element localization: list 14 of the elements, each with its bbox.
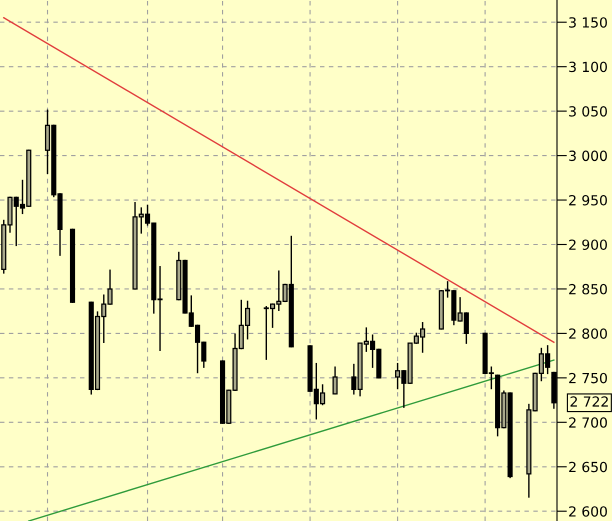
y-tick-label: 2 900	[569, 239, 607, 250]
y-tick-label: 3 150	[569, 17, 607, 28]
y-tick-label: 2 700	[569, 417, 607, 428]
y-tick-label: 2 850	[569, 284, 607, 294]
y-tick-label: 2 650	[569, 462, 607, 472]
y-tick-label: 3 100	[569, 62, 607, 72]
y-tick-label: 2 950	[569, 195, 607, 206]
text: 2 722	[570, 396, 608, 407]
y-tick-label: 2 750	[569, 372, 607, 384]
candlestick	[332, 366, 338, 395]
y-tick-label: 3 000	[569, 150, 607, 162]
y-tick-label: 2 600	[569, 506, 607, 517]
y-tick-label: 2 800	[569, 328, 607, 339]
y-tick-label: 3 050	[569, 106, 607, 117]
